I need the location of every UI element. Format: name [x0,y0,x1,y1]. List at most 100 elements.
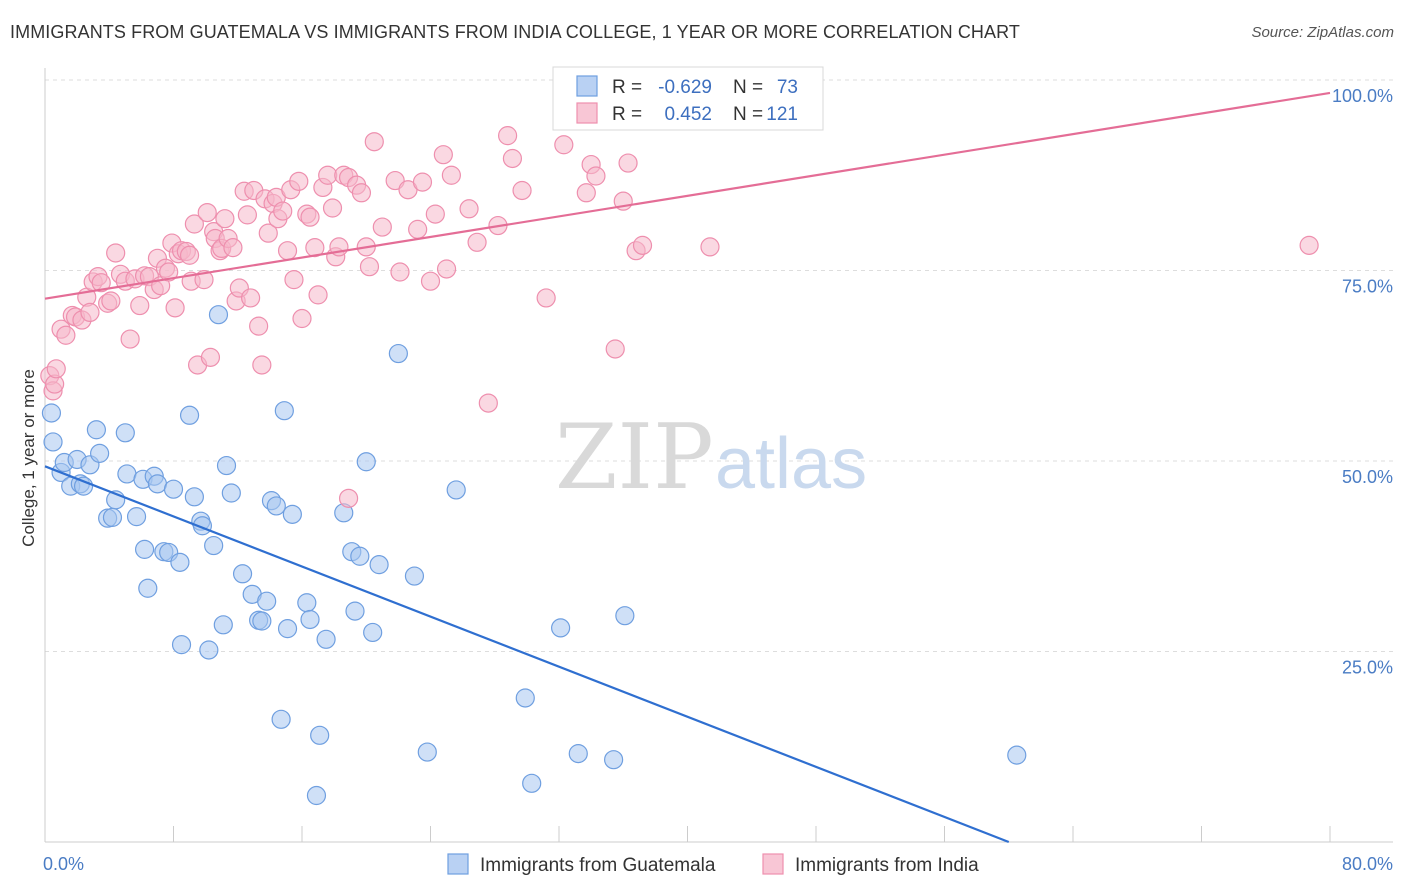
point-guatemala [310,725,330,745]
top-legend: R = -0.629 N = 73 R = 0.452 N = 121 [552,66,824,131]
point-guatemala [404,566,425,586]
point-guatemala [102,507,123,527]
point-guatemala [306,785,327,806]
point-india [252,355,272,375]
point-guatemala [363,622,383,643]
watermark-atlas: atlas [715,424,867,504]
point-guatemala [615,606,635,626]
point-guatemala [171,635,192,655]
legend-r-label-india: R = [612,104,642,125]
point-india [80,302,100,323]
legend-swatch-india [576,102,598,124]
bottom-legend-swatch-india [762,853,784,875]
y-axis-label: College, 1 year or more [19,369,38,547]
point-guatemala [90,443,110,463]
point-india [91,273,111,293]
point-india [364,132,384,152]
bottom-legend-label-india: Immigrants from India [795,855,979,876]
legend-n-label-guatemala: N = [733,77,763,98]
point-guatemala [356,452,376,472]
point-india [184,214,204,234]
point-guatemala [163,479,184,499]
legend-r-value-india: 0.452 [664,104,712,125]
point-india [586,166,606,186]
point-guatemala [213,615,233,635]
point-india [554,135,574,155]
point-guatemala [604,750,624,770]
point-guatemala [199,640,219,660]
legend-swatch-guatemala [576,75,598,97]
point-india [618,153,638,173]
bottom-legend-swatch-guatemala [447,853,469,875]
point-guatemala [208,305,229,325]
point-india [106,243,126,263]
point-india [292,308,312,329]
point-india [289,171,309,191]
point-guatemala [282,504,302,524]
x-tick-label: 0.0% [43,854,84,874]
point-india [605,339,625,359]
point-guatemala [522,773,542,793]
point-india [512,180,532,201]
point-india [436,259,457,279]
point-guatemala [1007,745,1027,765]
point-guatemala [417,742,437,762]
y-tick-label: 25.0% [1342,658,1393,678]
point-guatemala [86,420,107,440]
point-guatemala [184,487,204,507]
point-india [502,148,523,169]
point-india [351,183,372,203]
point-guatemala [297,593,317,613]
point-india [284,270,304,290]
point-india [412,172,433,192]
point-india [338,488,359,508]
trend-layer [44,91,1331,844]
point-india [277,241,298,261]
point-guatemala [551,618,571,638]
point-india [273,201,293,221]
point-india [200,347,221,367]
legend-n-value-india: 121 [766,104,798,125]
point-india [420,271,441,291]
point-guatemala [221,483,241,503]
point-india [305,238,325,258]
point-india [441,165,461,185]
point-india [1299,235,1319,255]
point-india [433,145,453,165]
point-guatemala [115,423,135,443]
point-india [576,183,596,203]
trendline-guatemala [44,465,1010,844]
watermark: ZIP atlas [555,405,867,510]
point-guatemala [126,507,147,527]
point-guatemala [216,455,237,476]
point-india [632,235,653,255]
point-guatemala [350,546,370,566]
point-guatemala [446,480,466,500]
point-india [318,165,338,185]
point-india [322,198,343,218]
point-india [308,285,328,305]
point-india [536,288,556,308]
point-india [408,219,428,239]
point-guatemala [117,464,137,484]
point-india [300,207,320,227]
point-india [223,238,243,258]
point-guatemala [369,555,389,575]
point-guatemala [257,591,277,611]
point-india [179,245,200,265]
point-india [101,291,121,311]
point-guatemala [300,609,320,630]
point-guatemala [515,688,535,708]
point-guatemala [316,629,336,649]
point-india [215,209,235,229]
point-guatemala [43,432,63,452]
point-india [459,199,479,219]
point-guatemala [568,744,588,764]
point-india [241,288,261,308]
point-india [159,262,179,282]
point-india [359,257,380,277]
point-india [467,232,487,252]
point-india [249,316,269,336]
point-guatemala [134,539,155,559]
